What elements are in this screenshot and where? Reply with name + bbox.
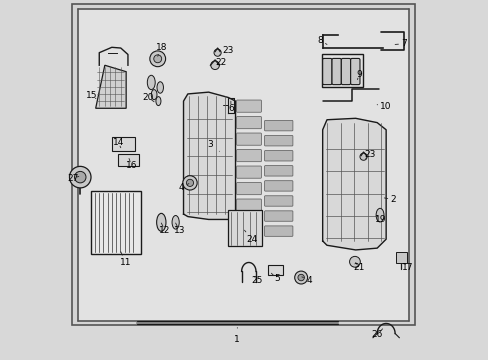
Bar bbox=[395, 252, 406, 263]
FancyBboxPatch shape bbox=[236, 199, 261, 211]
Text: 11: 11 bbox=[120, 252, 131, 267]
Polygon shape bbox=[183, 92, 235, 220]
FancyBboxPatch shape bbox=[236, 117, 261, 129]
FancyBboxPatch shape bbox=[264, 181, 292, 191]
Text: 23: 23 bbox=[364, 150, 375, 159]
Text: 8: 8 bbox=[316, 36, 326, 45]
Ellipse shape bbox=[157, 82, 163, 93]
Circle shape bbox=[74, 171, 86, 183]
Text: 4: 4 bbox=[301, 276, 311, 285]
Text: 16: 16 bbox=[125, 158, 137, 170]
Text: 21: 21 bbox=[353, 262, 364, 273]
Circle shape bbox=[183, 176, 197, 190]
Ellipse shape bbox=[156, 213, 165, 231]
FancyBboxPatch shape bbox=[350, 58, 359, 85]
Text: 26: 26 bbox=[371, 329, 382, 339]
Circle shape bbox=[153, 55, 162, 63]
Text: 20: 20 bbox=[142, 93, 154, 102]
Circle shape bbox=[149, 51, 165, 67]
Bar bbox=[118, 154, 139, 166]
Circle shape bbox=[359, 153, 366, 160]
Circle shape bbox=[297, 274, 304, 281]
Ellipse shape bbox=[172, 216, 179, 229]
Bar bbox=[321, 54, 362, 87]
Circle shape bbox=[210, 61, 219, 69]
FancyBboxPatch shape bbox=[236, 133, 261, 145]
FancyBboxPatch shape bbox=[236, 100, 261, 112]
Circle shape bbox=[214, 49, 221, 56]
FancyBboxPatch shape bbox=[341, 58, 350, 85]
FancyBboxPatch shape bbox=[264, 166, 292, 176]
Text: 5: 5 bbox=[271, 273, 279, 283]
FancyBboxPatch shape bbox=[264, 150, 292, 161]
Text: 9: 9 bbox=[356, 70, 362, 80]
Bar bbox=[91, 191, 141, 253]
FancyBboxPatch shape bbox=[236, 183, 261, 195]
Bar bbox=[112, 137, 135, 151]
Text: 3: 3 bbox=[207, 140, 219, 151]
Polygon shape bbox=[322, 118, 386, 250]
Circle shape bbox=[349, 256, 360, 267]
Ellipse shape bbox=[156, 96, 161, 105]
Text: 15: 15 bbox=[86, 91, 98, 100]
FancyBboxPatch shape bbox=[264, 135, 292, 146]
Text: 17: 17 bbox=[401, 264, 412, 273]
FancyBboxPatch shape bbox=[331, 58, 341, 85]
Text: 18: 18 bbox=[156, 43, 167, 56]
Text: 14: 14 bbox=[112, 138, 123, 148]
Text: 24: 24 bbox=[244, 230, 257, 244]
Circle shape bbox=[294, 271, 307, 284]
FancyBboxPatch shape bbox=[322, 58, 331, 85]
FancyBboxPatch shape bbox=[264, 226, 292, 236]
Text: 22: 22 bbox=[215, 58, 226, 67]
Text: 12: 12 bbox=[159, 223, 170, 235]
FancyBboxPatch shape bbox=[236, 166, 261, 178]
Text: 19: 19 bbox=[374, 215, 386, 224]
Circle shape bbox=[186, 179, 193, 186]
FancyBboxPatch shape bbox=[236, 149, 261, 162]
FancyBboxPatch shape bbox=[264, 196, 292, 206]
Text: 25: 25 bbox=[251, 276, 262, 285]
FancyBboxPatch shape bbox=[264, 121, 292, 131]
Bar bbox=[72, 4, 414, 325]
Text: 13: 13 bbox=[173, 223, 184, 235]
Text: 10: 10 bbox=[376, 102, 391, 111]
Ellipse shape bbox=[151, 90, 157, 100]
Circle shape bbox=[69, 166, 91, 188]
Polygon shape bbox=[96, 65, 126, 108]
Ellipse shape bbox=[375, 208, 383, 222]
Ellipse shape bbox=[147, 75, 155, 90]
Text: 2: 2 bbox=[384, 195, 395, 204]
Bar bbox=[267, 265, 282, 275]
Bar bbox=[78, 9, 408, 320]
Text: 23: 23 bbox=[219, 46, 234, 55]
Text: 27: 27 bbox=[67, 174, 79, 183]
Text: 1: 1 bbox=[234, 328, 240, 344]
Text: 4: 4 bbox=[179, 183, 188, 192]
FancyBboxPatch shape bbox=[264, 211, 292, 221]
Text: 6: 6 bbox=[227, 101, 233, 113]
Text: 7: 7 bbox=[394, 39, 406, 48]
Bar bbox=[228, 211, 262, 246]
